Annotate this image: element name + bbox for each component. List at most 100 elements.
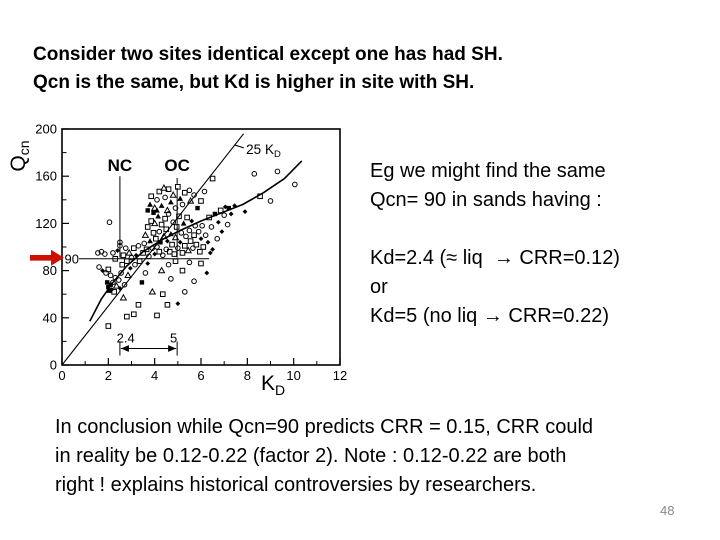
point-open-square bbox=[179, 250, 186, 256]
point-open-circle bbox=[292, 181, 298, 188]
dim-label-left: 2.4 bbox=[117, 330, 135, 345]
point-filled-diamond bbox=[204, 270, 210, 276]
point-filled-diamond bbox=[165, 238, 170, 244]
point-open-square bbox=[120, 252, 127, 259]
point-open-circle bbox=[175, 245, 181, 251]
point-filled-square bbox=[151, 210, 156, 215]
point-open-triangle bbox=[169, 191, 177, 198]
point-open-square bbox=[181, 243, 188, 249]
slide-title-line-2: Qcn is the same, but Kd is higher in sit… bbox=[33, 72, 475, 93]
point-open-circle bbox=[190, 245, 196, 251]
point-filled-triangle bbox=[155, 213, 162, 219]
point-filled-diamond bbox=[127, 265, 133, 271]
point-open-triangle bbox=[160, 183, 168, 191]
point-open-circle bbox=[141, 240, 148, 247]
point-open-circle bbox=[122, 245, 129, 251]
point-open-square bbox=[158, 221, 165, 228]
ref-90-label: 90 bbox=[65, 251, 79, 266]
point-filled-triangle bbox=[154, 207, 160, 213]
point-filled-square bbox=[139, 280, 145, 285]
point-open-square bbox=[156, 248, 163, 255]
conclusion-line: right ! explains historical controversie… bbox=[55, 474, 537, 496]
point-open-square bbox=[131, 245, 137, 251]
point-filled-triangle bbox=[167, 199, 174, 205]
point-open-circle bbox=[191, 278, 197, 285]
point-filled-square bbox=[104, 280, 110, 285]
point-open-circle bbox=[172, 205, 179, 211]
point-open-square bbox=[165, 186, 172, 192]
point-open-square bbox=[206, 214, 212, 221]
point-open-circle bbox=[251, 171, 258, 177]
point-filled-diamond bbox=[232, 203, 237, 209]
example-note-line: or bbox=[370, 276, 388, 298]
point-open-square bbox=[217, 207, 224, 214]
dim-arrowhead-right bbox=[168, 345, 177, 352]
x-tick-label: 0 bbox=[58, 368, 65, 383]
point-open-square bbox=[131, 311, 137, 318]
example-note-line bbox=[370, 215, 620, 244]
point-open-circle bbox=[142, 270, 149, 276]
point-filled-diamond bbox=[115, 248, 120, 253]
point-filled-diamond bbox=[152, 251, 158, 257]
y-tick-label: 160 bbox=[35, 169, 57, 184]
conclusion-text: In conclusion while Qcn=90 predicts CRR … bbox=[55, 413, 593, 500]
conclusion-line: In conclusion while Qcn=90 predicts CRR … bbox=[55, 416, 594, 438]
point-filled-diamond bbox=[219, 229, 225, 235]
point-open-square bbox=[148, 193, 154, 200]
point-open-square bbox=[111, 289, 117, 295]
point-open-circle bbox=[186, 187, 193, 194]
x-tick-label: 12 bbox=[333, 368, 347, 383]
point-open-triangle bbox=[150, 219, 159, 227]
point-filled-triangle bbox=[180, 220, 187, 226]
point-filled-diamond bbox=[228, 211, 234, 217]
point-filled-triangle bbox=[177, 195, 184, 201]
point-filled-square bbox=[108, 282, 113, 287]
point-open-circle bbox=[102, 251, 108, 257]
point-open-circle bbox=[214, 235, 221, 242]
point-open-circle bbox=[178, 230, 185, 236]
point-filled-diamond bbox=[100, 268, 105, 273]
point-open-circle bbox=[267, 198, 274, 204]
point-open-square bbox=[200, 244, 207, 250]
point-filled-square bbox=[106, 284, 111, 290]
point-open-circle bbox=[162, 194, 168, 201]
point-filled-square bbox=[212, 211, 218, 217]
point-open-square bbox=[124, 313, 130, 320]
point-open-square bbox=[135, 302, 142, 308]
point-filled-square bbox=[145, 208, 150, 213]
point-filled-triangle bbox=[167, 231, 174, 237]
point-open-circle bbox=[110, 250, 116, 256]
point-open-circle bbox=[165, 211, 172, 217]
point-open-triangle bbox=[184, 246, 193, 254]
slope-25kd-line bbox=[61, 133, 245, 366]
point-open-circle bbox=[202, 232, 209, 238]
y-tick-label: 200 bbox=[35, 122, 57, 137]
point-open-square bbox=[153, 235, 159, 242]
point-open-circle bbox=[186, 227, 193, 234]
y-tick-label: 120 bbox=[35, 216, 57, 231]
slope-line-label: 25 KD bbox=[246, 142, 281, 160]
point-filled-square bbox=[226, 205, 231, 211]
point-open-circle bbox=[199, 222, 205, 229]
point-open-square bbox=[159, 291, 166, 297]
page-number: 48 bbox=[660, 503, 675, 518]
point-open-circle bbox=[154, 244, 160, 250]
point-open-circle bbox=[183, 233, 189, 240]
point-open-square bbox=[163, 226, 170, 233]
point-open-square bbox=[156, 188, 163, 195]
point-open-square bbox=[143, 246, 150, 253]
point-filled-triangle bbox=[147, 238, 153, 244]
red-pointer-arrow-icon bbox=[30, 249, 64, 266]
point-open-circle bbox=[165, 261, 172, 268]
dim-arrowhead-left bbox=[120, 345, 129, 352]
point-open-triangle bbox=[124, 271, 132, 279]
y-tick-label: 40 bbox=[43, 310, 57, 325]
point-open-circle bbox=[107, 272, 114, 279]
point-open-square bbox=[171, 251, 178, 257]
point-filled-triangle bbox=[106, 287, 113, 293]
point-open-circle bbox=[128, 254, 135, 261]
point-filled-diamond bbox=[207, 250, 213, 256]
point-open-circle bbox=[159, 252, 166, 259]
point-open-triangle bbox=[141, 231, 150, 238]
